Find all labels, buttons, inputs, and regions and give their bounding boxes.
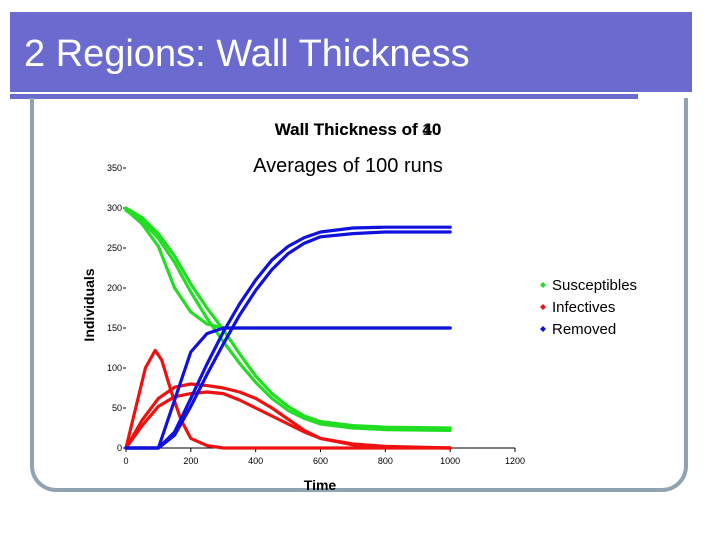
x-tick-label: 0 xyxy=(123,456,128,466)
series-line-susceptibles-3 xyxy=(124,208,452,432)
y-tick-label: 250 xyxy=(107,243,122,253)
x-tick-label: 600 xyxy=(313,456,328,466)
series-layer xyxy=(124,206,452,450)
legend-marker xyxy=(540,304,546,310)
x-tick-label: 1200 xyxy=(505,456,525,466)
legend-label: Susceptibles xyxy=(552,277,637,294)
y-tick-label: 100 xyxy=(107,363,122,373)
y-tick-label: 150 xyxy=(107,323,122,333)
chart-subtitle: Averages of 100 runs xyxy=(253,155,443,177)
legend-marker xyxy=(540,326,546,332)
series-line-susceptibles-2 xyxy=(124,206,452,430)
chart-title-overlay: Wall Thickness of 10 xyxy=(275,120,442,139)
y-tick-label: 350 xyxy=(107,163,122,173)
slide-title: 2 Regions: Wall Thickness xyxy=(24,33,470,75)
title-bar xyxy=(10,12,692,92)
x-tick-label: 200 xyxy=(183,456,198,466)
series-line-removed-9 xyxy=(124,230,452,450)
y-tick-label: 200 xyxy=(107,283,122,293)
legend: Susceptibles Infectives Removed xyxy=(540,277,637,338)
legend-label: Infectives xyxy=(552,299,615,316)
series-line-infectives-6 xyxy=(124,390,452,450)
y-tick-label: 300 xyxy=(107,203,122,213)
y-tick-label: 50 xyxy=(112,403,122,413)
legend-marker xyxy=(540,282,546,288)
slide-frame xyxy=(30,98,688,492)
chart-title: Wall Thickness of 40 xyxy=(275,120,442,139)
x-tick-label: 800 xyxy=(378,456,393,466)
y-axis-label: Individuals xyxy=(81,268,97,341)
series-line-infectives-5 xyxy=(124,382,452,450)
x-tick-label: 1000 xyxy=(440,456,460,466)
y-tick-label: 0 xyxy=(117,443,122,453)
x-axis-label: Time xyxy=(304,477,337,493)
series-line-removed-8 xyxy=(124,225,452,450)
series-line-removed-7 xyxy=(124,326,452,450)
title-underline xyxy=(10,94,638,99)
series-line-infectives-4 xyxy=(124,348,452,450)
x-tick-label: 400 xyxy=(248,456,263,466)
legend-label: Removed xyxy=(552,321,616,338)
